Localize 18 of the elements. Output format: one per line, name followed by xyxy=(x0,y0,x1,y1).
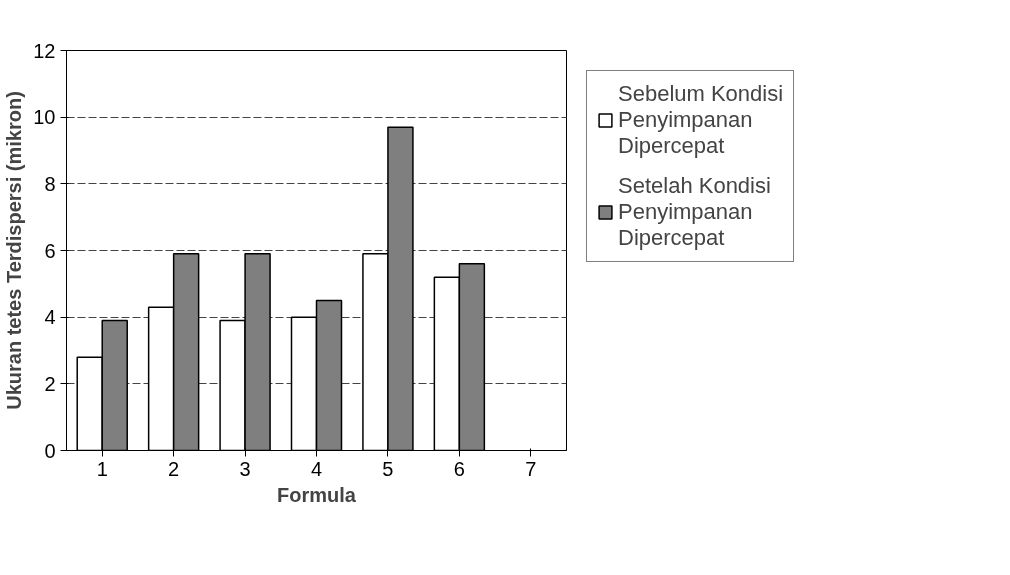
y-tick-label: 0 xyxy=(44,439,56,462)
legend-label: Sebelum Kondisi Penyimpanan Dipercepat xyxy=(618,81,784,159)
y-tick-label: 8 xyxy=(44,172,56,195)
y-tick-label: 4 xyxy=(44,306,56,329)
y-tick-label: 6 xyxy=(44,239,56,262)
x-axis-title: Formula xyxy=(277,483,357,506)
x-tick-label: 5 xyxy=(382,457,394,480)
y-tick-label: 2 xyxy=(44,372,56,395)
x-tick-label: 3 xyxy=(239,457,251,480)
x-tick-label: 7 xyxy=(525,457,537,480)
legend-label: Setelah Kondisi Penyimpanan Dipercepat xyxy=(618,173,771,251)
x-tick-label: 6 xyxy=(453,457,465,480)
x-tick-label: 2 xyxy=(168,457,180,480)
y-tick-label: 10 xyxy=(33,106,56,129)
x-tick-label: 4 xyxy=(310,457,323,480)
y-axis-title: Ukuran tetes Terdispersi (mikron) xyxy=(3,91,26,410)
x-tick-label: 1 xyxy=(96,457,108,480)
y-tick-label: 12 xyxy=(33,39,56,62)
